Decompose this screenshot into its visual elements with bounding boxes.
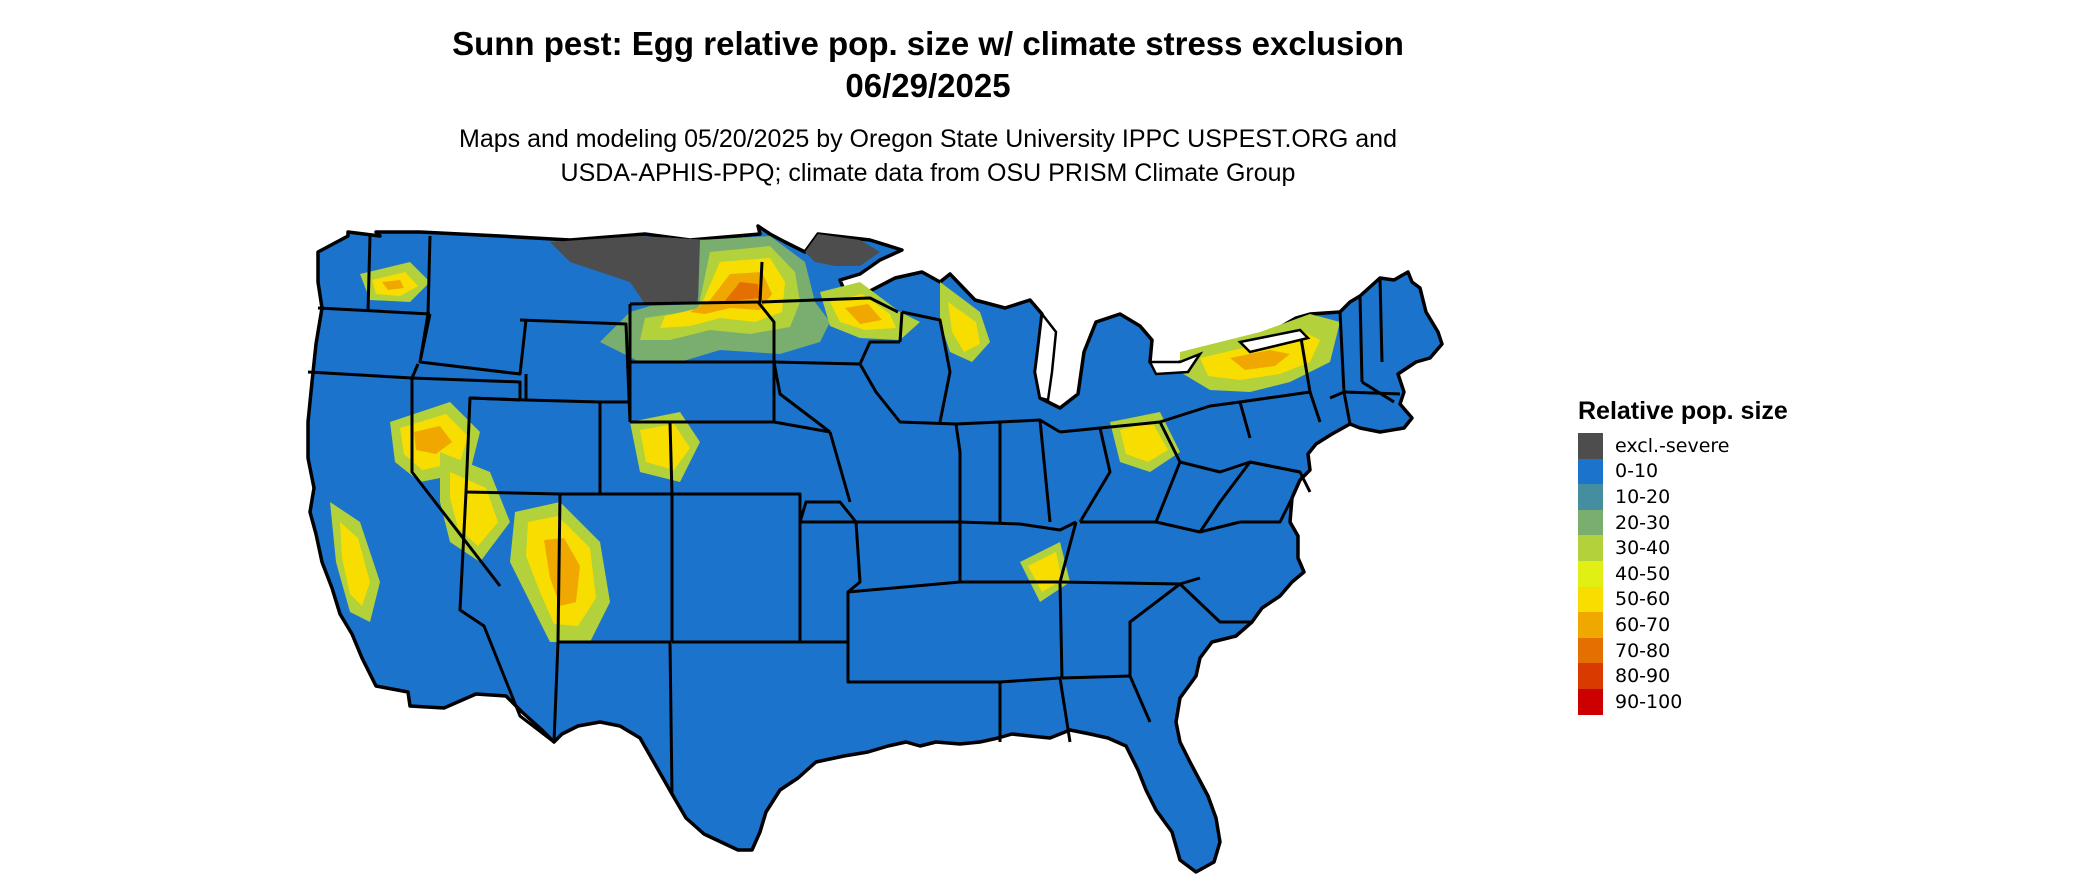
legend-swatch (1578, 433, 1603, 459)
legend-item: 70-80 (1578, 637, 1878, 664)
legend-label: 90-100 (1615, 690, 1683, 713)
legend-label: 40-50 (1615, 562, 1671, 585)
legend-item: excl.-severe (1578, 433, 1878, 459)
legend-label: 0-10 (1615, 460, 1659, 483)
us-map-svg (306, 224, 1444, 874)
great-lakes (1033, 310, 1311, 402)
legend-swatch (1578, 484, 1603, 510)
legend-swatch (1578, 509, 1603, 536)
legend-item: 30-40 (1578, 535, 1878, 561)
legend-label: 50-60 (1615, 588, 1671, 611)
legend-swatch (1578, 663, 1603, 689)
excluded-region-minnesota (805, 234, 880, 266)
legend-swatch (1578, 560, 1603, 587)
legend-item: 50-60 (1578, 586, 1878, 613)
legend-item: 40-50 (1578, 560, 1878, 587)
legend-label: 30-40 (1615, 537, 1671, 560)
legend-label: 20-30 (1615, 511, 1671, 534)
excluded-region-north (550, 236, 710, 304)
legend-item: 80-90 (1578, 663, 1878, 689)
legend-swatch (1578, 688, 1603, 715)
map-date: 06/29/2025 (845, 67, 1011, 104)
map-subtitle-line2: USDA-APHIS-PPQ; climate data from OSU PR… (560, 159, 1296, 187)
legend-swatch (1578, 612, 1603, 638)
legend-swatch (1578, 586, 1603, 613)
map-title: Sunn pest: Egg relative pop. size w/ cli… (452, 25, 1404, 62)
legend-item: 90-100 (1578, 688, 1878, 715)
legend-label: 80-90 (1615, 665, 1671, 688)
legend: Relative pop. size excl.-severe 0-10 10-20… (1578, 393, 1878, 715)
legend-swatch (1578, 535, 1603, 561)
conus-outline (306, 224, 1444, 874)
legend-title: Relative pop. size (1578, 397, 1788, 425)
legend-label: 70-80 (1615, 639, 1671, 662)
legend-label: 10-20 (1615, 485, 1671, 508)
legend-items: excl.-severe 0-10 10-20 20-30 30-40 40-50 50-6… (1578, 433, 1878, 715)
map-subtitle-line1: Maps and modeling 05/20/2025 by Oregon S… (459, 125, 1397, 153)
us-map (300, 222, 1560, 892)
legend-item: 0-10 (1578, 458, 1878, 485)
legend-swatch (1578, 458, 1603, 485)
legend-label: excl.-severe (1615, 434, 1730, 457)
state-borders (307, 235, 1401, 795)
legend-label: 60-70 (1615, 613, 1671, 636)
legend-item: 10-20 (1578, 484, 1878, 510)
legend-item: 20-30 (1578, 509, 1878, 536)
legend-swatch (1578, 637, 1603, 664)
legend-item: 60-70 (1578, 612, 1878, 638)
